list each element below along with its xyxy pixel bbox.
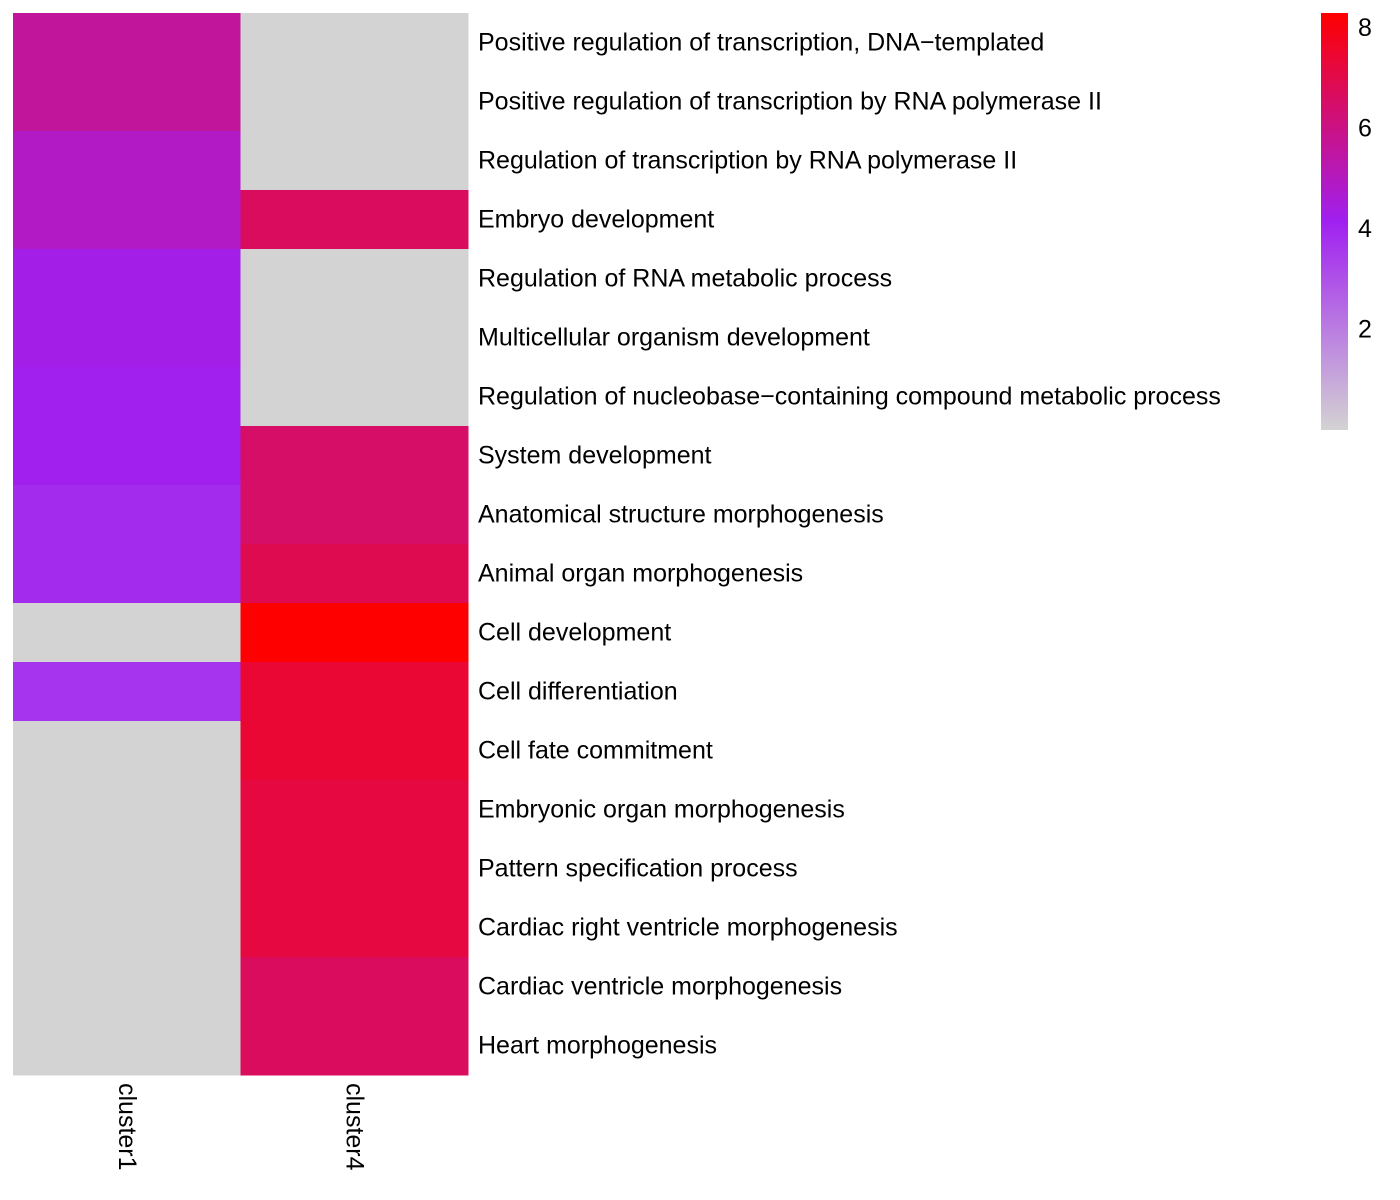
row-label: Heart morphogenesis [478, 1032, 717, 1060]
heatmap-cell [240, 839, 469, 899]
heatmap-cell [13, 131, 241, 191]
heatmap-cell [13, 780, 241, 840]
heatmap-cell [240, 957, 469, 1017]
heatmap-cell [13, 190, 241, 250]
column-label: cluster1 [113, 1083, 141, 1171]
column-label: cluster4 [340, 1083, 368, 1171]
heatmap-cell [240, 898, 469, 958]
heatmap-cell [13, 957, 241, 1017]
row-label: System development [478, 442, 712, 470]
color-legend: 2 4 6 8 [1321, 13, 1372, 430]
heatmap-cell [240, 13, 469, 73]
heatmap-cell [13, 485, 241, 545]
heatmap-cell [13, 839, 241, 899]
row-labels: Positive regulation of transcription, DN… [478, 29, 1221, 1060]
heatmap-cell [240, 721, 469, 781]
legend-tick-label: 8 [1358, 14, 1372, 42]
heatmap-cell [240, 308, 469, 368]
heatmap-cell [240, 544, 469, 604]
row-label: Cardiac right ventricle morphogenesis [478, 914, 898, 942]
heatmap-cell [13, 1016, 241, 1076]
heatmap-cell [240, 603, 469, 663]
heatmap-cell [13, 603, 241, 663]
heatmap-cell [240, 1016, 469, 1076]
row-label: Pattern specification process [478, 855, 798, 883]
heatmap-cell [13, 72, 241, 132]
row-label: Cell development [478, 619, 671, 647]
row-label: Regulation of transcription by RNA polym… [478, 147, 1017, 175]
heatmap-cell [240, 662, 469, 722]
heatmap-cell [240, 426, 469, 486]
heatmap-cell [240, 485, 469, 545]
row-label: Animal organ morphogenesis [478, 560, 803, 588]
heatmap-cell [13, 308, 241, 368]
legend-color-bar [1321, 13, 1348, 430]
row-label: Embryonic organ morphogenesis [478, 796, 845, 824]
heatmap-cell [240, 190, 469, 250]
heatmap-cell [240, 780, 469, 840]
heatmap-cells [13, 13, 469, 1076]
row-label: Regulation of RNA metabolic process [478, 265, 892, 293]
row-label: Positive regulation of transcription, DN… [478, 29, 1044, 57]
row-label: Multicellular organism development [478, 324, 870, 352]
row-label: Positive regulation of transcription by … [478, 88, 1102, 116]
row-label: Anatomical structure morphogenesis [478, 501, 884, 529]
heatmap-cell [240, 131, 469, 191]
row-label: Cell differentiation [478, 678, 678, 706]
column-labels: cluster1 cluster4 [113, 1083, 369, 1171]
heatmap-cell [13, 662, 241, 722]
heatmap-cell [13, 13, 241, 73]
legend-tick-label: 6 [1358, 115, 1372, 143]
heatmap-cell [240, 72, 469, 132]
heatmap-cell [13, 721, 241, 781]
legend-tick-label: 2 [1358, 316, 1372, 344]
heatmap-cell [13, 249, 241, 309]
heatmap-cell [13, 426, 241, 486]
heatmap-cell [240, 249, 469, 309]
heatmap-cell [13, 544, 241, 604]
row-label: Regulation of nucleobase−containing comp… [478, 383, 1221, 411]
heatmap-cell [13, 898, 241, 958]
legend-tick-label: 4 [1358, 215, 1372, 243]
heatmap-cell [240, 367, 469, 427]
heatmap-cell [13, 367, 241, 427]
row-label: Cell fate commitment [478, 737, 713, 765]
row-label: Embryo development [478, 206, 714, 234]
row-label: Cardiac ventricle morphogenesis [478, 973, 842, 1001]
